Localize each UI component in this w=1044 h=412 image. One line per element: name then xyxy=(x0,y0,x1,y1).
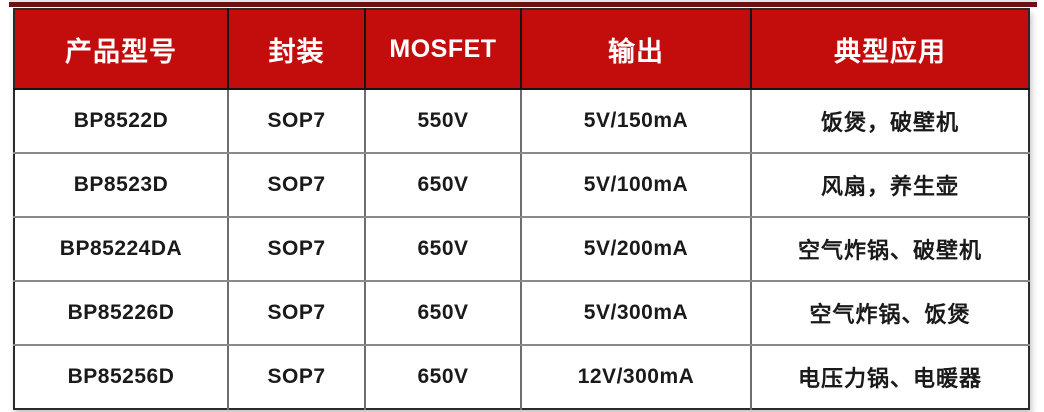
cell-application: 空气炸锅、破壁机 xyxy=(751,217,1029,282)
column-header-package: 封装 xyxy=(228,9,366,90)
table-row: BP85226D SOP7 650V 5V/300mA 空气炸锅、饭煲 xyxy=(14,281,1029,346)
cell-model: BP85256D xyxy=(14,345,229,409)
table-row: BP85224DA SOP7 650V 5V/200mA 空气炸锅、破壁机 xyxy=(14,217,1029,282)
cell-package: SOP7 xyxy=(228,153,366,218)
column-header-mosfet: MOSFET xyxy=(365,9,522,90)
banner-bottom-edge xyxy=(9,0,1037,7)
cell-model: BP85224DA xyxy=(14,217,229,282)
cell-mosfet: 650V xyxy=(365,217,522,282)
table-row: BP85256D SOP7 650V 12V/300mA 电压力锅、电暖器 xyxy=(14,345,1029,409)
cell-output: 5V/150mA xyxy=(521,89,752,154)
cell-package: SOP7 xyxy=(228,89,366,154)
header-row: 产品型号 封装 MOSFET 输出 典型应用 xyxy=(14,9,1029,90)
table-row: BP8522D SOP7 550V 5V/150mA 饭煲，破壁机 xyxy=(14,89,1029,154)
cell-package: SOP7 xyxy=(228,281,366,346)
cell-application: 空气炸锅、饭煲 xyxy=(751,281,1029,346)
cell-output: 12V/300mA xyxy=(521,345,752,409)
product-selection-table: 产品型号 封装 MOSFET 输出 典型应用 BP8522D SOP7 550V… xyxy=(13,8,1030,410)
cell-mosfet: 650V xyxy=(365,281,522,346)
cell-model: BP8522D xyxy=(14,89,229,154)
cell-application: 电压力锅、电暖器 xyxy=(797,366,982,391)
column-header-model: 产品型号 xyxy=(14,9,229,90)
cell-model: BP85226D xyxy=(14,281,229,346)
column-header-output: 输出 xyxy=(521,9,752,90)
cell-application: 风扇，养生壶 xyxy=(751,153,1029,218)
cell-mosfet: 550V xyxy=(365,89,522,154)
cell-package: SOP7 xyxy=(228,217,366,282)
cell-mosfet: 650V xyxy=(365,345,522,409)
cell-mosfet: 650V xyxy=(365,153,522,218)
table-row: BP8523D SOP7 650V 5V/100mA 风扇，养生壶 xyxy=(14,153,1029,218)
cell-output: 5V/100mA xyxy=(521,153,752,218)
cell-application: 饭煲，破壁机 xyxy=(751,89,1029,154)
cell-output: 5V/300mA xyxy=(521,281,752,346)
cell-model: BP8523D xyxy=(14,153,229,218)
cell-output: 5V/200mA xyxy=(521,217,752,282)
cell-package: SOP7 xyxy=(228,345,366,409)
column-header-application: 典型应用 xyxy=(751,9,1029,90)
